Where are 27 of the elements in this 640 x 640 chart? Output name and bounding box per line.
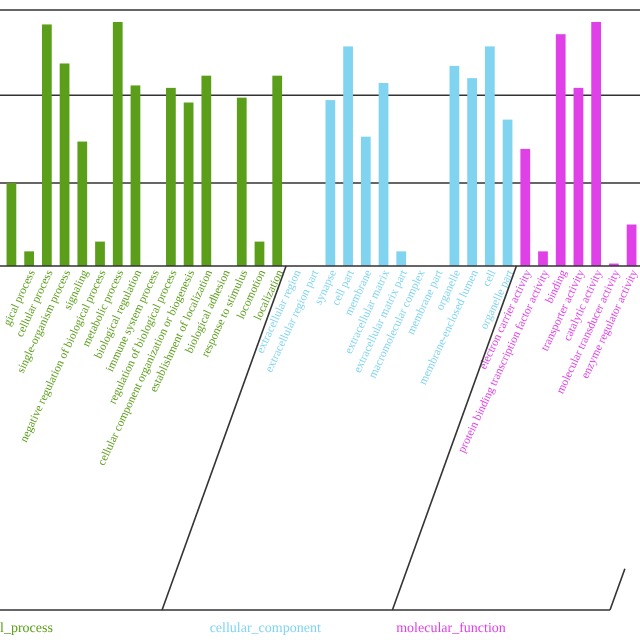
bar (325, 100, 336, 266)
bar (520, 148, 531, 266)
bar (41, 24, 52, 266)
bar (360, 136, 371, 266)
bar (591, 22, 602, 266)
bar (77, 141, 88, 266)
bar (484, 46, 495, 266)
bar (538, 251, 548, 266)
bar (502, 119, 513, 266)
bar (449, 65, 460, 266)
bar (112, 22, 123, 266)
bar (201, 75, 212, 266)
bar (272, 75, 283, 266)
bar (6, 183, 17, 266)
bar (467, 78, 477, 266)
bar (24, 251, 35, 266)
bar (130, 85, 141, 266)
bar (343, 46, 353, 266)
bar (183, 102, 194, 266)
bar (59, 63, 70, 266)
bar (573, 87, 584, 266)
bar (555, 34, 566, 266)
bar (378, 83, 389, 266)
bar (95, 241, 105, 266)
bar (236, 97, 247, 266)
bar (396, 251, 407, 266)
bar (166, 87, 176, 266)
